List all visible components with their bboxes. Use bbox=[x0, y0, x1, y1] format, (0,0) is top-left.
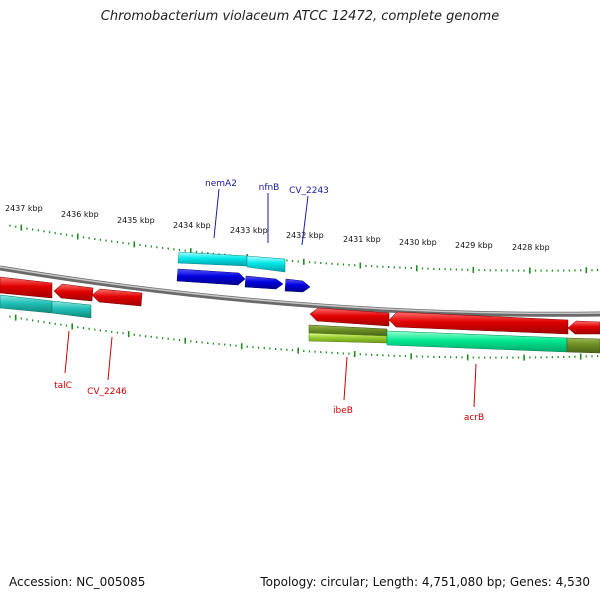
gene-acrB-spring[interactable] bbox=[386, 330, 568, 353]
kbp-label: 2431 kbp bbox=[343, 235, 381, 244]
gene-talC-teal-a[interactable] bbox=[0, 294, 53, 314]
gene-CV_2243-blue-arrow[interactable] bbox=[284, 278, 311, 293]
kbp-labels: 2437 kbp 2436 kbp 2435 kbp 2434 kbp 2433… bbox=[5, 204, 550, 252]
topology-text: Topology: circular; Length: 4,751,080 bp… bbox=[260, 575, 590, 589]
kbp-label: 2432 kbp bbox=[286, 231, 324, 240]
gene-ibeB-red-arrow[interactable] bbox=[309, 307, 390, 327]
genome-title: Chromobacterium violaceum ATCC 12472, co… bbox=[100, 9, 500, 24]
kbp-label: 2433 kbp bbox=[230, 226, 268, 235]
genome-backbone-highlight bbox=[0, 266, 600, 315]
gene-talC-red[interactable] bbox=[0, 276, 53, 299]
genome-backbone bbox=[0, 265, 600, 317]
accession-text: Accession: NC_005085 bbox=[9, 575, 146, 589]
gene-red-arrow-left-1[interactable] bbox=[53, 283, 94, 302]
gene-label-talC[interactable]: talC bbox=[54, 381, 72, 391]
gene-red-arrow-right-edge[interactable] bbox=[567, 320, 600, 335]
gene-acrB-red-arrow[interactable] bbox=[388, 311, 569, 335]
leader-acrB bbox=[473, 363, 477, 408]
kbp-label: 2436 kbp bbox=[61, 210, 99, 219]
kbp-label: 2435 kbp bbox=[117, 216, 155, 225]
gene-label-ibeB[interactable]: ibeB bbox=[333, 406, 353, 416]
leader-CV_2243 bbox=[301, 195, 309, 246]
gene-nfnB-blue-arrow[interactable] bbox=[244, 275, 284, 290]
leader-talC bbox=[64, 330, 70, 374]
label-leader-lines bbox=[64, 188, 477, 408]
gene-nemA2-blue-arrow[interactable] bbox=[176, 268, 246, 286]
gene-nfnB-cyan[interactable] bbox=[246, 255, 286, 273]
scale-ticks-top bbox=[9, 224, 599, 274]
gene-label-CV_2246[interactable]: CV_2246 bbox=[87, 387, 127, 397]
kbp-label: 2428 kbp bbox=[512, 243, 550, 252]
kbp-label: 2434 kbp bbox=[173, 221, 211, 230]
gene-nemA2-cyan[interactable] bbox=[177, 251, 248, 267]
kbp-label: 2429 kbp bbox=[455, 241, 493, 250]
gene-label-CV_2243[interactable]: CV_2243 bbox=[289, 186, 329, 196]
kbp-label: 2437 kbp bbox=[5, 204, 43, 213]
gene-CV_2246-red-arrow[interactable] bbox=[91, 288, 143, 307]
gene-olive-right-edge[interactable] bbox=[566, 337, 600, 354]
gene-label-acrB[interactable]: acrB bbox=[464, 413, 484, 423]
leader-CV_2246 bbox=[107, 336, 113, 381]
gene-label-nemA2[interactable]: nemA2 bbox=[205, 179, 237, 189]
gene-talC-teal-b[interactable] bbox=[51, 300, 92, 319]
leader-nemA2 bbox=[213, 188, 220, 239]
scale-ticks-bottom bbox=[9, 314, 599, 361]
gene-label-nfnB[interactable]: nfnB bbox=[259, 183, 280, 193]
kbp-label: 2430 kbp bbox=[399, 238, 437, 247]
leader-ibeB bbox=[343, 356, 348, 401]
